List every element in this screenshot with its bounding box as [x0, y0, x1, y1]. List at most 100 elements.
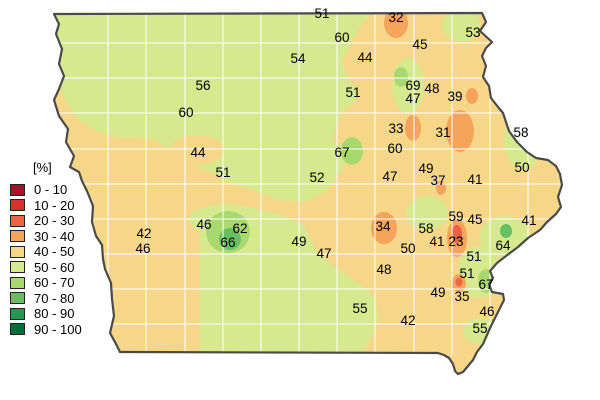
station-value-label: 51 — [345, 85, 360, 100]
contour-blob-32 — [384, 13, 408, 38]
legend-range-label: 70 - 80 — [34, 290, 75, 306]
station-value-label: 50 — [400, 241, 415, 256]
contour-blob-67 — [341, 137, 363, 165]
station-value-label: 41 — [467, 172, 482, 187]
legend-item: 50 - 60 — [10, 260, 82, 276]
station-value-label: 66 — [220, 235, 235, 250]
legend-range-label: 10 - 20 — [34, 197, 75, 213]
legend-range-label: 0 - 10 — [34, 182, 68, 198]
station-value-label: 58 — [418, 221, 433, 236]
station-value-label: 46 — [479, 304, 494, 319]
station-value-label: 47 — [382, 169, 397, 184]
legend: [%] 0 - 10 10 - 20 20 - 30 30 - 40 40 - 50 50… — [10, 160, 82, 337]
legend-swatch — [10, 323, 25, 336]
station-value-label: 35 — [454, 289, 469, 304]
station-value-label: 48 — [424, 81, 439, 96]
station-value-label: 62 — [232, 221, 247, 236]
legend-item: 80 - 90 — [10, 306, 82, 322]
legend-swatch — [10, 261, 25, 274]
station-value-label: 47 — [405, 91, 420, 106]
station-value-label: 51 — [314, 6, 329, 21]
station-value-label: 59 — [448, 209, 463, 224]
station-value-label: 31 — [435, 125, 450, 140]
state-border — [52, 11, 564, 376]
contour-core-35 — [455, 277, 463, 287]
legend-swatch — [10, 276, 25, 289]
legend-title: [%] — [33, 160, 52, 175]
legend-item: 90 - 100 — [10, 322, 82, 338]
station-value-label: 32 — [388, 10, 403, 25]
station-value-label: 34 — [375, 219, 391, 234]
station-value-label: 55 — [472, 321, 487, 336]
legend-swatch — [10, 183, 25, 196]
station-value-label: 55 — [352, 301, 367, 316]
station-value-label: 60 — [334, 30, 349, 45]
legend-range-label: 50 - 60 — [34, 259, 75, 275]
contour-blob-31 — [446, 110, 474, 152]
station-value-label: 46 — [135, 241, 150, 256]
legend-swatch — [10, 214, 25, 227]
station-value-label: 44 — [190, 145, 206, 160]
station-value-label: 50 — [514, 160, 529, 175]
legend-item: 20 - 30 — [10, 213, 82, 229]
station-value-label: 67 — [478, 277, 493, 292]
station-labels: 51 32 60 45 53 54 44 56 51 69 48 47 39 60 33 31 58 44 67 60… — [135, 6, 536, 336]
station-value-label: 44 — [357, 50, 373, 65]
station-value-label: 45 — [467, 212, 482, 227]
legend-range-label: 30 - 40 — [34, 228, 75, 244]
legend-swatch — [10, 199, 25, 212]
station-value-label: 49 — [430, 285, 445, 300]
contour-blob-69 — [394, 67, 408, 87]
station-value-label: 51 — [215, 165, 230, 180]
station-value-label: 45 — [412, 37, 427, 52]
station-value-label: 64 — [495, 238, 511, 253]
station-value-label: 60 — [178, 105, 193, 120]
station-value-label: 39 — [447, 89, 462, 104]
station-value-label: 33 — [388, 121, 403, 136]
contour-core-64 — [500, 224, 512, 238]
contour-core-66 — [219, 228, 241, 250]
legend-item: 0 - 10 — [10, 182, 82, 198]
station-value-label: 37 — [430, 173, 445, 188]
station-value-label: 52 — [309, 170, 324, 185]
station-value-label: 54 — [290, 51, 306, 66]
station-value-label: 53 — [465, 25, 480, 40]
legend-item: 60 - 70 — [10, 275, 82, 291]
station-value-label: 23 — [448, 234, 463, 249]
station-value-label: 49 — [291, 234, 306, 249]
station-value-label: 67 — [334, 145, 349, 160]
legend-range-label: 40 - 50 — [34, 244, 75, 260]
legend-swatch — [10, 245, 25, 258]
legend-swatch — [10, 292, 25, 305]
contour-core-23 — [452, 225, 462, 243]
legend-item: 70 - 80 — [10, 291, 82, 307]
field-region-central — [406, 196, 448, 230]
station-value-label: 47 — [316, 246, 331, 261]
legend-swatch — [10, 230, 25, 243]
station-value-label: 41 — [429, 234, 444, 249]
legend-item: 40 - 50 — [10, 244, 82, 260]
legend-range-label: 60 - 70 — [34, 275, 75, 291]
legend-item: 10 - 20 — [10, 198, 82, 214]
contour-blob-33 — [405, 115, 421, 141]
county-boundaries — [54, 13, 562, 356]
legend-item: 30 - 40 — [10, 229, 82, 245]
station-value-label: 42 — [136, 226, 151, 241]
legend-range-label: 90 - 100 — [34, 321, 82, 337]
station-value-label: 42 — [400, 313, 415, 328]
station-value-label: 58 — [513, 125, 528, 140]
station-value-label: 51 — [466, 249, 481, 264]
legend-range-label: 80 - 90 — [34, 306, 75, 322]
legend-swatch — [10, 307, 25, 320]
station-value-label: 49 — [418, 161, 433, 176]
station-value-label: 41 — [521, 213, 536, 228]
legend-items: 0 - 10 10 - 20 20 - 30 30 - 40 40 - 50 50 - 6… — [10, 182, 82, 337]
field-wedge-west — [170, 135, 224, 165]
station-value-label: 60 — [387, 141, 402, 156]
contour-blob-39 — [466, 88, 478, 104]
field-region-northwest — [54, 13, 372, 202]
legend-range-label: 20 - 30 — [34, 213, 75, 229]
station-value-label: 48 — [376, 262, 391, 277]
contour-blob-34 — [371, 212, 397, 244]
